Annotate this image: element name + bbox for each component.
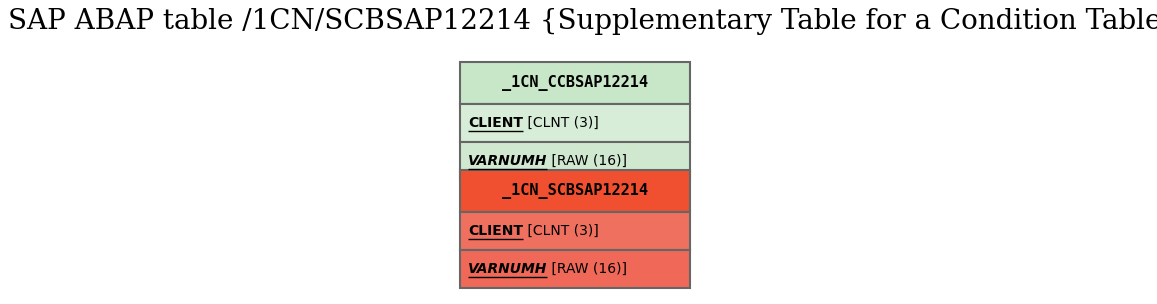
Text: CLIENT: CLIENT <box>467 224 523 238</box>
Bar <box>460 104 690 142</box>
Bar <box>460 250 690 288</box>
Text: [CLNT (3)]: [CLNT (3)] <box>523 224 599 238</box>
Bar <box>460 212 690 250</box>
Bar <box>460 142 690 180</box>
Text: [CLNT (3)]: [CLNT (3)] <box>523 116 599 130</box>
Bar <box>460 62 690 104</box>
Text: [RAW (16)]: [RAW (16)] <box>547 154 627 168</box>
Text: CLIENT: CLIENT <box>467 116 523 130</box>
Bar <box>460 170 690 212</box>
Text: VARNUMH: VARNUMH <box>467 262 547 276</box>
Text: SAP ABAP table /1CN/SCBSAP12214 {Supplementary Table for a Condition Table}: SAP ABAP table /1CN/SCBSAP12214 {Supplem… <box>8 8 1157 35</box>
Text: VARNUMH: VARNUMH <box>467 154 547 168</box>
Text: [RAW (16)]: [RAW (16)] <box>547 262 627 276</box>
Text: _1CN_SCBSAP12214: _1CN_SCBSAP12214 <box>502 183 648 199</box>
Text: _1CN_CCBSAP12214: _1CN_CCBSAP12214 <box>502 75 648 91</box>
